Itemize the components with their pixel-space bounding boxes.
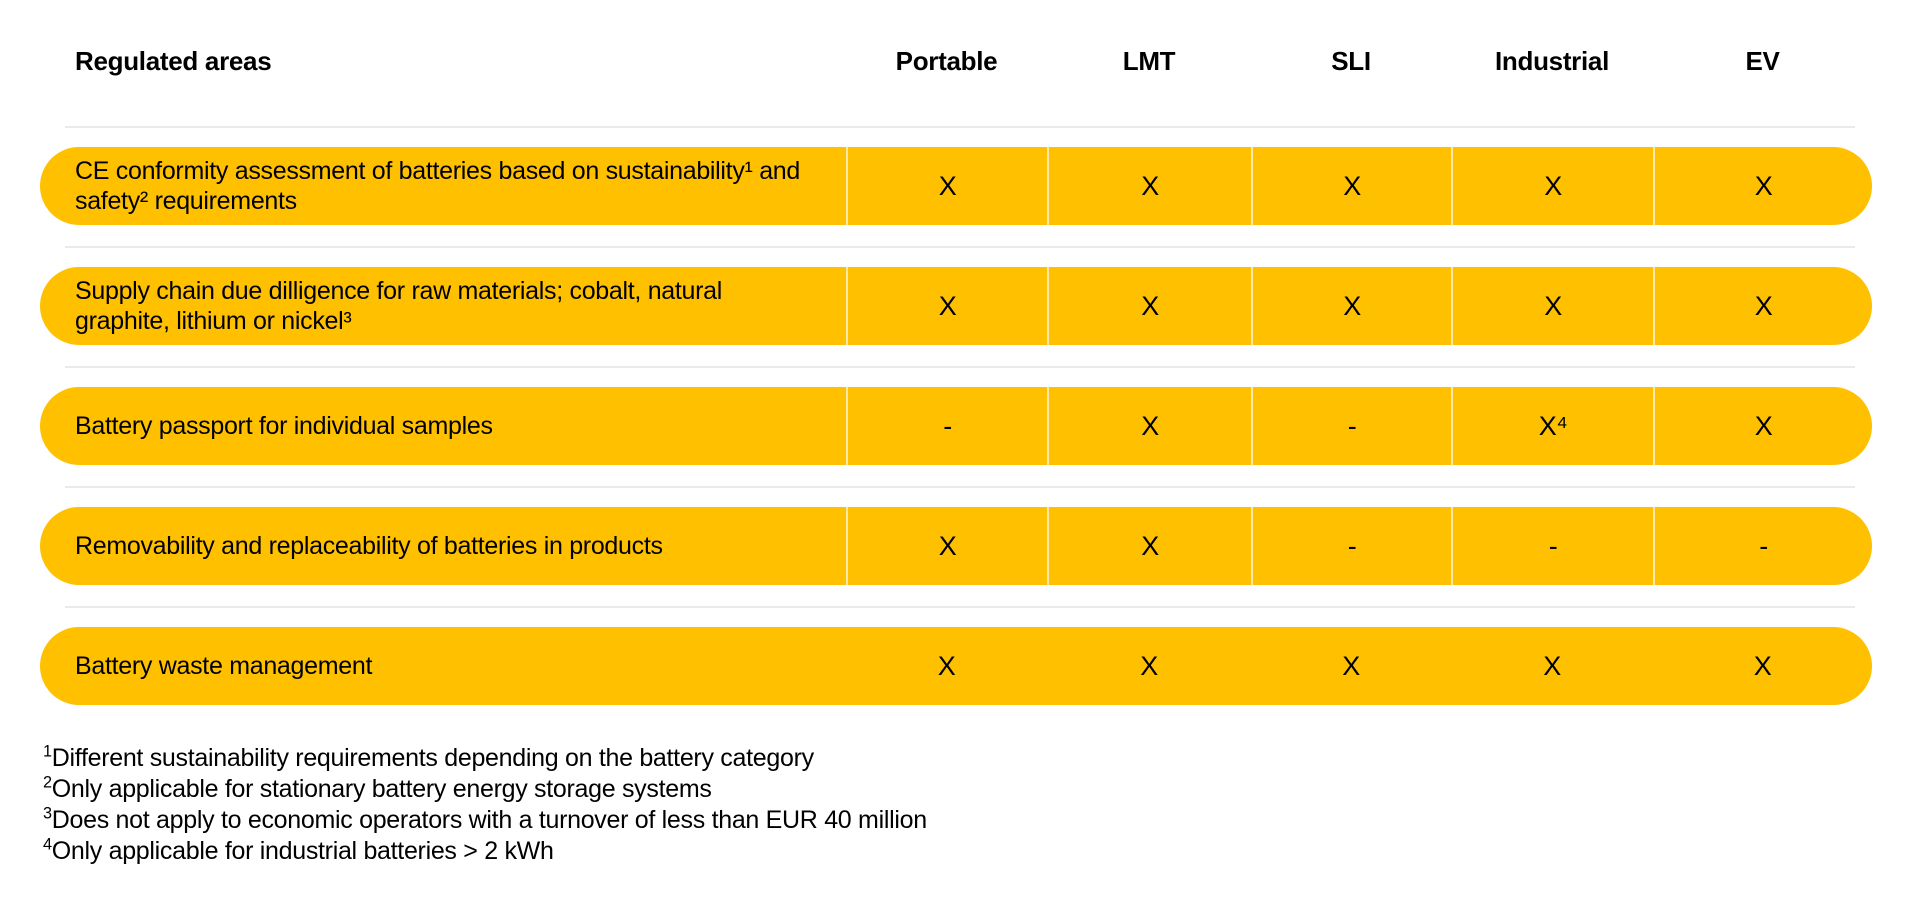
row-label: Removability and replaceability of batte… [75, 532, 663, 560]
separator-line [65, 246, 1855, 248]
cell-mark: X [846, 507, 1047, 585]
separator-line [65, 126, 1855, 128]
footnote-1: 1Different sustainability requirements d… [43, 743, 1920, 774]
cell-mark: X [1047, 147, 1251, 225]
table-row-waste-management: Battery waste management X X X X X [40, 627, 1872, 705]
cell-mark: X [1342, 650, 1360, 681]
footnote-sup: 1 [43, 742, 52, 761]
cell-mark: X [846, 147, 1047, 225]
cell-mark: - [1451, 507, 1653, 585]
table-row-ce-conformity: CE conformity assessment of batteries ba… [40, 147, 1872, 225]
footnotes: 1Different sustainability requirements d… [43, 743, 1920, 867]
cell-mark: X [1653, 387, 1872, 465]
footnote-sup: 2 [43, 773, 52, 792]
cell-mark: X⁴ [1451, 387, 1653, 465]
row-label: CE conformity assessment of batteries ba… [75, 157, 801, 215]
cell-mark: X [1140, 650, 1158, 681]
cell-mark: X [1251, 147, 1451, 225]
cell-mark: X [1047, 387, 1251, 465]
cell-mark: X [846, 267, 1047, 345]
footnote-text: Only applicable for industrial batteries… [51, 837, 554, 865]
table-row-supply-chain: Supply chain due dilligence for raw mate… [40, 267, 1872, 345]
column-header-regulated-areas: Regulated areas [75, 46, 272, 76]
cell-mark: - [1653, 507, 1872, 585]
table-row-battery-passport: Battery passport for individual samples … [40, 387, 1872, 465]
row-label: Battery waste management [75, 652, 373, 680]
column-header-ev: EV [1745, 46, 1780, 76]
cell-mark: X [1451, 267, 1653, 345]
cell-mark: - [846, 387, 1047, 465]
table-row-removability: Removability and replaceability of batte… [40, 507, 1872, 585]
cell-mark: X [1653, 267, 1872, 345]
separator-line [65, 606, 1855, 608]
cell-mark: X [1451, 147, 1653, 225]
footnote-sup: 3 [43, 804, 52, 823]
cell-mark: X [937, 650, 956, 681]
column-header-industrial: Industrial [1494, 46, 1609, 76]
cell-mark: X [1047, 267, 1251, 345]
row-label: Battery passport for individual samples [75, 412, 493, 440]
column-header-portable: Portable [895, 46, 998, 76]
footnote-4: 4Only applicable for industrial batterie… [43, 836, 1920, 867]
footnote-3: 3Does not apply to economic operators wi… [43, 805, 1920, 836]
column-header-lmt: LMT [1122, 46, 1176, 76]
header-row: Regulated areas Portable LMT SLI Industr… [40, 0, 1872, 126]
cell-mark: - [1251, 387, 1451, 465]
separator-line [65, 486, 1855, 488]
cell-mark: X [1251, 267, 1451, 345]
regulated-areas-table: Regulated areas Portable LMT SLI Industr… [40, 0, 1872, 705]
row-label: Supply chain due dilligence for raw mate… [75, 277, 723, 335]
cell-mark: X [1753, 650, 1772, 681]
cell-mark: X [1653, 147, 1872, 225]
footnote-2: 2Only applicable for stationary battery … [43, 774, 1920, 805]
footnote-text: Does not apply to economic operators wit… [51, 806, 927, 834]
footnote-text: Different sustainability requirements de… [51, 744, 814, 772]
cell-mark: X [1543, 650, 1561, 681]
cell-mark: - [1251, 507, 1451, 585]
footnote-sup: 4 [43, 835, 52, 854]
footnote-text: Only applicable for stationary battery e… [51, 775, 712, 803]
cell-mark: X [1047, 507, 1251, 585]
separator-line [65, 366, 1855, 368]
column-header-sli: SLI [1331, 46, 1371, 76]
